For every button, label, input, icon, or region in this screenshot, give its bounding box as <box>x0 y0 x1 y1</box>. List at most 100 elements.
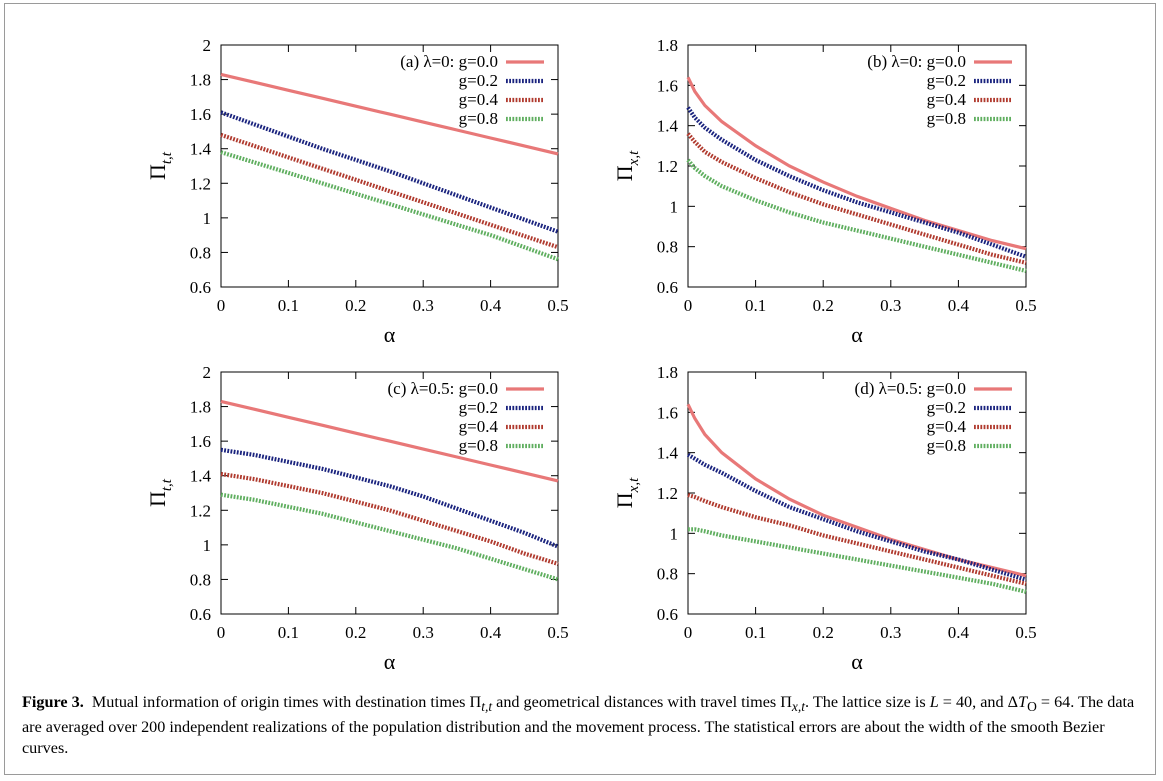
x-axis-label: α <box>384 322 396 347</box>
figure-frame <box>4 3 1156 775</box>
y-axis-label: Πt,t <box>145 151 175 180</box>
caption-text-1: Mutual information of origin times with … <box>91 693 482 711</box>
x-axis-label: α <box>851 649 863 674</box>
y-tick-label: 1.8 <box>657 363 678 382</box>
plot-frame <box>220 371 559 615</box>
x-tick-label: 0.1 <box>278 623 299 642</box>
y-tick-label: 1 <box>670 524 679 543</box>
series-line-g=0.8 <box>686 158 1027 273</box>
y-tick-label: 1.4 <box>657 117 679 136</box>
x-tick-label: 0.4 <box>480 623 502 642</box>
chart-panel-a: 0 0.1 0.2 0.3 0.4 0.5 0.6 0.8 1 1.2 1.4 1.6 1.8 2 α Πt,… <box>145 36 569 347</box>
caption-symbol-T-sub: O <box>1027 699 1037 715</box>
y-tick-label: 0.8 <box>657 238 678 257</box>
x-tick-label: 0 <box>217 623 226 642</box>
x-axis-label: α <box>384 649 396 674</box>
y-tick-label: 0.8 <box>657 565 678 584</box>
y-tick-label: 1.2 <box>657 157 678 176</box>
legend-entry-label: g=0.2 <box>459 71 498 90</box>
caption-text-4: = 40, and Δ <box>938 693 1019 711</box>
y-tick-label: 1 <box>203 536 212 555</box>
x-tick-label: 0.1 <box>745 623 766 642</box>
legend-entry-label: g=0.4 <box>459 90 499 109</box>
y-tick-label: 0.8 <box>190 570 211 589</box>
series-line-g=0.4 <box>220 132 559 250</box>
x-tick-label: 0 <box>217 296 226 315</box>
x-tick-label: 0.3 <box>413 623 434 642</box>
y-axis-label: Πx,t <box>612 150 642 181</box>
y-tick-label: 1 <box>203 209 212 228</box>
x-tick-label: 0.1 <box>745 296 766 315</box>
figure-caption: Figure 3. Mutual information of origin t… <box>22 692 1147 759</box>
y-tick-label: 1.6 <box>190 432 211 451</box>
x-axis-label: α <box>851 322 863 347</box>
legend-entry-label: g=0.4 <box>459 417 499 436</box>
y-tick-label: 1.8 <box>190 398 211 417</box>
y-tick-label: 0.6 <box>657 605 678 624</box>
y-tick-label: 1.8 <box>190 71 211 90</box>
y-axis-label: Πx,t <box>612 477 642 508</box>
x-tick-label: 0 <box>684 296 693 315</box>
legend-entry-label: g=0.2 <box>459 398 498 417</box>
chart-panel-c: 0 0.1 0.2 0.3 0.4 0.5 0.6 0.8 1 1.2 1.4 1.6 1.8 2 α Πt,… <box>145 363 569 674</box>
y-tick-label: 1.2 <box>190 501 211 520</box>
series-line-g=0.2 <box>220 110 559 234</box>
legend-entry-label: g=0.8 <box>927 109 966 128</box>
legend-entry-label: g=0.4 <box>927 417 967 436</box>
x-tick-label: 0.1 <box>278 296 299 315</box>
x-tick-label: 0.4 <box>948 296 970 315</box>
x-tick-label: 0.3 <box>880 296 901 315</box>
y-axis-label: Πt,t <box>145 478 175 507</box>
x-tick-label: 0.5 <box>547 623 568 642</box>
y-tick-label: 1 <box>670 197 679 216</box>
x-tick-label: 0.3 <box>413 296 434 315</box>
legend-entry-label: g=0.4 <box>927 90 967 109</box>
x-tick-label: 0.5 <box>547 296 568 315</box>
chart-panel-d: 0 0.1 0.2 0.3 0.4 0.5 0.6 0.8 1 1.2 1.4 1.6 1.8 α Πx,t… <box>612 363 1037 674</box>
x-tick-label: 0 <box>684 623 693 642</box>
series-line-g=0.2 <box>686 106 1027 259</box>
y-tick-label: 1.2 <box>657 484 678 503</box>
x-tick-label: 0.2 <box>345 623 366 642</box>
y-tick-label: 1.6 <box>657 76 678 95</box>
series-line-g=0.0 <box>686 403 1027 578</box>
legend-entry-label: (d) λ=0.5: g=0.0 <box>855 379 966 398</box>
x-tick-label: 0.5 <box>1015 623 1036 642</box>
caption-text-2: and geometrical distances with travel ti… <box>492 693 792 711</box>
legend-entry-label: g=0.2 <box>927 71 966 90</box>
y-tick-label: 1.6 <box>657 403 678 422</box>
x-tick-label: 0.4 <box>948 623 970 642</box>
caption-text-5: = 64. The data are averaged over 200 ind… <box>22 693 1135 758</box>
y-tick-label: 1.6 <box>190 105 211 124</box>
legend-entry-label: (a) λ=0: g=0.0 <box>400 52 498 71</box>
legend-entry-label: g=0.8 <box>459 109 498 128</box>
series-line-g=0.0 <box>220 399 559 483</box>
series-line-g=0.2 <box>220 447 559 549</box>
legend-entry-label: (c) λ=0.5: g=0.0 <box>387 379 498 398</box>
series-line-g=0.0 <box>220 72 559 156</box>
y-tick-label: 0.6 <box>657 278 678 297</box>
legend-entry-label: (b) λ=0: g=0.0 <box>867 52 966 71</box>
y-tick-label: 0.6 <box>190 605 211 624</box>
y-tick-label: 1.8 <box>657 36 678 55</box>
y-tick-label: 1.4 <box>190 140 212 159</box>
x-tick-label: 0.4 <box>480 296 502 315</box>
y-tick-label: 0.6 <box>190 278 211 297</box>
caption-symbol-L: L <box>929 693 939 711</box>
legend-entry-label: g=0.8 <box>459 436 498 455</box>
caption-subscript-2: x,t <box>791 699 806 715</box>
x-tick-label: 0.2 <box>813 623 834 642</box>
chart-panel-b: 0 0.1 0.2 0.3 0.4 0.5 0.6 0.8 1 1.2 1.4 1.6 1.8 α Πx,t… <box>612 36 1037 347</box>
y-tick-label: 0.8 <box>190 243 211 262</box>
y-tick-label: 1.4 <box>657 444 679 463</box>
plot-frame <box>220 44 559 288</box>
x-tick-label: 0.3 <box>880 623 901 642</box>
x-tick-label: 0.5 <box>1015 296 1036 315</box>
series-line-g=0.8 <box>220 150 559 262</box>
series-line-g=0.4 <box>687 492 1027 586</box>
series-line-g=0.8 <box>688 527 1027 594</box>
x-tick-label: 0.2 <box>345 296 366 315</box>
figure-plots: 0 0.1 0.2 0.3 0.4 0.5 0.6 0.8 1 1.2 1.4 1.6 1.8 2 α Πt,… <box>145 36 1037 674</box>
caption-symbol-T: T <box>1018 693 1028 711</box>
caption-label: Figure 3. <box>22 693 84 711</box>
